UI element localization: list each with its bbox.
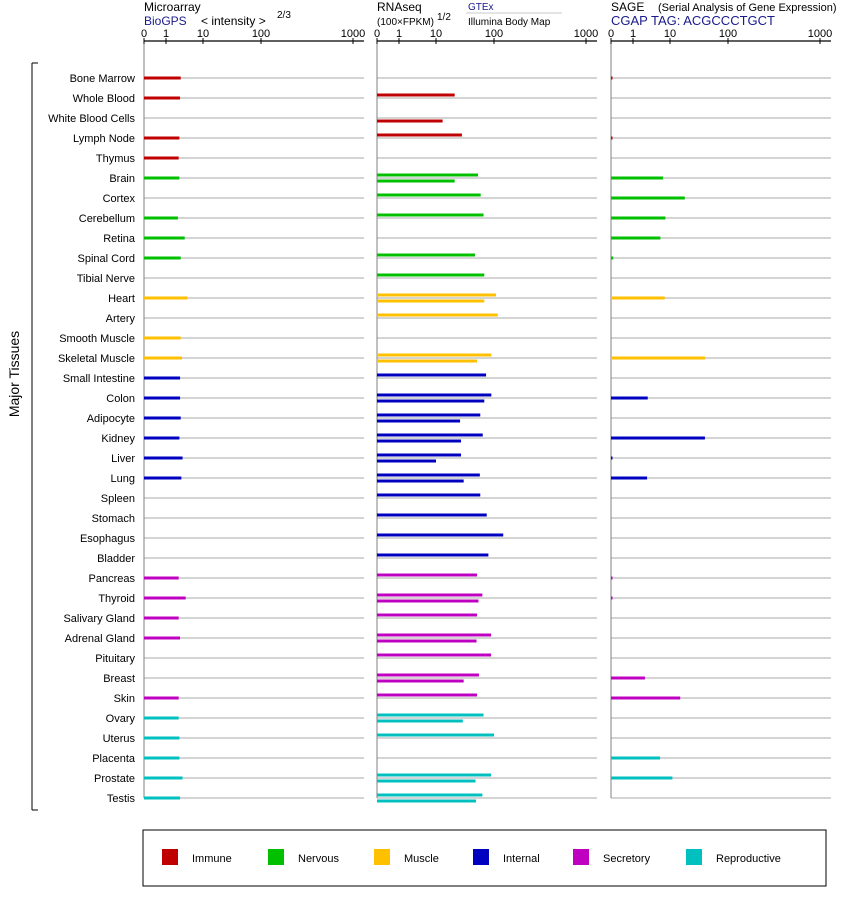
tissue-label: Lymph Node bbox=[73, 133, 135, 145]
legend-label-internal: Internal bbox=[503, 853, 540, 865]
rnaseq-tick-label: 100 bbox=[485, 28, 503, 40]
tissue-label: Adipocyte bbox=[87, 413, 135, 425]
microarray-tick-label: 0 bbox=[141, 28, 147, 40]
tissue-label: Lung bbox=[111, 473, 135, 485]
sage-header: SAGE (Serial Analysis of Gene Expression… bbox=[611, 0, 837, 28]
microarray-tick-label: 100 bbox=[252, 28, 270, 40]
tissue-label: Kidney bbox=[101, 433, 135, 445]
tissue-label: Artery bbox=[106, 313, 136, 325]
legend-label-immune: Immune bbox=[192, 853, 232, 865]
tissue-label: Adrenal Gland bbox=[65, 633, 135, 645]
tissue-label: Esophagus bbox=[80, 533, 136, 545]
tissue-label: Bladder bbox=[97, 553, 135, 565]
tissue-label: White Blood Cells bbox=[48, 113, 135, 125]
tissue-label: Breast bbox=[103, 673, 135, 685]
legend-label-secretory: Secretory bbox=[603, 853, 651, 865]
tissue-label: Thymus bbox=[96, 153, 136, 165]
tissue-label: Thyroid bbox=[98, 593, 135, 605]
sage-tick-label: 1 bbox=[630, 28, 636, 40]
tissue-label: Small Intestine bbox=[63, 373, 135, 385]
rnaseq-tick-label: 10 bbox=[430, 28, 442, 40]
tissue-label: Testis bbox=[107, 793, 136, 805]
rnaseq-header: RNAseq (100×FPKM) 1/2 GTEx Illumina Body… bbox=[377, 0, 562, 28]
tissue-label: Heart bbox=[108, 293, 135, 305]
rnaseq-scale-label: (100×FPKM) bbox=[377, 17, 434, 28]
microarray-tick-label: 10 bbox=[197, 28, 209, 40]
group-label: Major Tissues bbox=[6, 331, 22, 417]
rnaseq-scale-exponent: 1/2 bbox=[437, 12, 451, 23]
microarray-scale-exponent: 2/3 bbox=[277, 10, 291, 21]
microarray-header: Microarray BioGPS < intensity > 2/3 bbox=[144, 0, 291, 28]
microarray-scale-label: < intensity > bbox=[201, 14, 266, 28]
tissue-label: Whole Blood bbox=[73, 93, 135, 105]
rnaseq-title: RNAseq bbox=[377, 0, 422, 14]
rnaseq-tick-label: 0 bbox=[374, 28, 380, 40]
tissue-label: Skin bbox=[114, 693, 135, 705]
sage-tick-label: 10 bbox=[664, 28, 676, 40]
tissue-label: Smooth Muscle bbox=[59, 333, 135, 345]
rnaseq-tick-label: 1 bbox=[396, 28, 402, 40]
bars-layer bbox=[144, 76, 705, 803]
tissue-label: Tibial Nerve bbox=[77, 273, 135, 285]
tissue-label: Pancreas bbox=[89, 573, 136, 585]
tissue-label: Ovary bbox=[106, 713, 136, 725]
sage-title: SAGE bbox=[611, 0, 644, 14]
legend-swatch-nervous bbox=[268, 849, 284, 865]
legend: Immune Nervous Muscle Internal Secretory Repr… bbox=[162, 849, 781, 865]
tissue-label: Prostate bbox=[94, 773, 135, 785]
legend-swatch-secretory bbox=[573, 849, 589, 865]
microarray-title: Microarray bbox=[144, 0, 201, 14]
tissue-label: Cerebellum bbox=[79, 213, 135, 225]
sage-tick-label: 100 bbox=[719, 28, 737, 40]
legend-label-nervous: Nervous bbox=[298, 853, 339, 865]
tissue-label: Brain bbox=[109, 173, 135, 185]
rnaseq-tick-label: 1000 bbox=[574, 28, 598, 40]
tissue-label: Pituitary bbox=[95, 653, 135, 665]
legend-swatch-muscle bbox=[374, 849, 390, 865]
tissue-label: Stomach bbox=[92, 513, 135, 525]
microarray-tick-label: 1 bbox=[163, 28, 169, 40]
tissue-label: Uterus bbox=[103, 733, 136, 745]
tissue-label: Cortex bbox=[103, 193, 136, 205]
microarray-subtitle: BioGPS bbox=[144, 14, 187, 28]
group-bracket bbox=[31, 62, 38, 811]
tissue-label: Skeletal Muscle bbox=[58, 353, 135, 365]
sage-tick-label: 1000 bbox=[808, 28, 832, 40]
sage-tick-label: 0 bbox=[608, 28, 614, 40]
tissue-label: Spleen bbox=[101, 493, 135, 505]
tissue-label: Bone Marrow bbox=[70, 73, 135, 85]
sage-title-note: (Serial Analysis of Gene Expression) bbox=[658, 2, 837, 14]
tissue-label: Spinal Cord bbox=[78, 253, 135, 265]
rows-layer: Bone Marrow Whole Blood White Blood Cells L… bbox=[48, 73, 831, 805]
tissue-label: Retina bbox=[103, 233, 136, 245]
tissue-label: Liver bbox=[111, 453, 135, 465]
legend-label-reproductive: Reproductive bbox=[716, 853, 781, 865]
sage-subtitle: CGAP TAG: ACGCCCTGCT bbox=[611, 13, 775, 28]
axes-layer: 0 1 10 100 1000 0 1 10 100 1000 0 1 10 100 1000 bbox=[141, 28, 832, 798]
microarray-tick-label: 1000 bbox=[341, 28, 365, 40]
rnaseq-source-bodymap: Illumina Body Map bbox=[468, 17, 551, 28]
legend-label-muscle: Muscle bbox=[404, 853, 439, 865]
tissue-label: Placenta bbox=[92, 753, 136, 765]
tissue-label: Colon bbox=[106, 393, 135, 405]
legend-swatch-internal bbox=[473, 849, 489, 865]
rnaseq-source-gtex: GTEx bbox=[468, 2, 494, 13]
tissue-label: Salivary Gland bbox=[63, 613, 135, 625]
legend-swatch-reproductive bbox=[686, 849, 702, 865]
legend-swatch-immune bbox=[162, 849, 178, 865]
